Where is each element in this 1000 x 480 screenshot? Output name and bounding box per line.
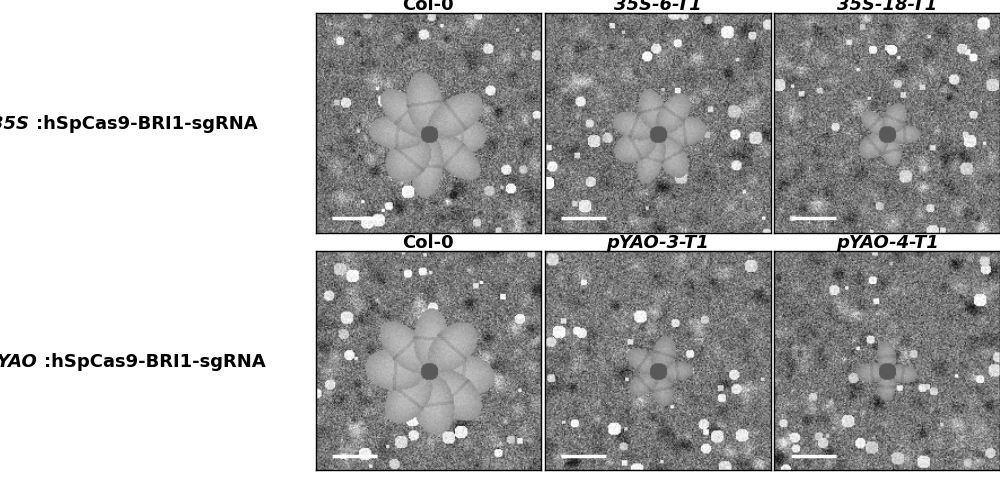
Title: Col-0: Col-0 bbox=[403, 233, 454, 251]
Text: :hSpCas9-BRI1-sgRNA: :hSpCas9-BRI1-sgRNA bbox=[44, 352, 265, 370]
Text: :hSpCas9-BRI1-sgRNA: :hSpCas9-BRI1-sgRNA bbox=[36, 115, 258, 133]
Text: pYAO: pYAO bbox=[0, 352, 37, 370]
Title: Col-0: Col-0 bbox=[403, 0, 454, 14]
Title: 35S-18-T1: 35S-18-T1 bbox=[837, 0, 937, 14]
Title: pYAO-4-T1: pYAO-4-T1 bbox=[836, 233, 939, 251]
Title: 35S-6-T1: 35S-6-T1 bbox=[614, 0, 702, 14]
Title: pYAO-3-T1: pYAO-3-T1 bbox=[606, 233, 709, 251]
Text: 35S:hSpCas9-BRI1-sgRNA: 35S:hSpCas9-BRI1-sgRNA bbox=[26, 115, 286, 133]
Text: 35S: 35S bbox=[0, 115, 29, 133]
